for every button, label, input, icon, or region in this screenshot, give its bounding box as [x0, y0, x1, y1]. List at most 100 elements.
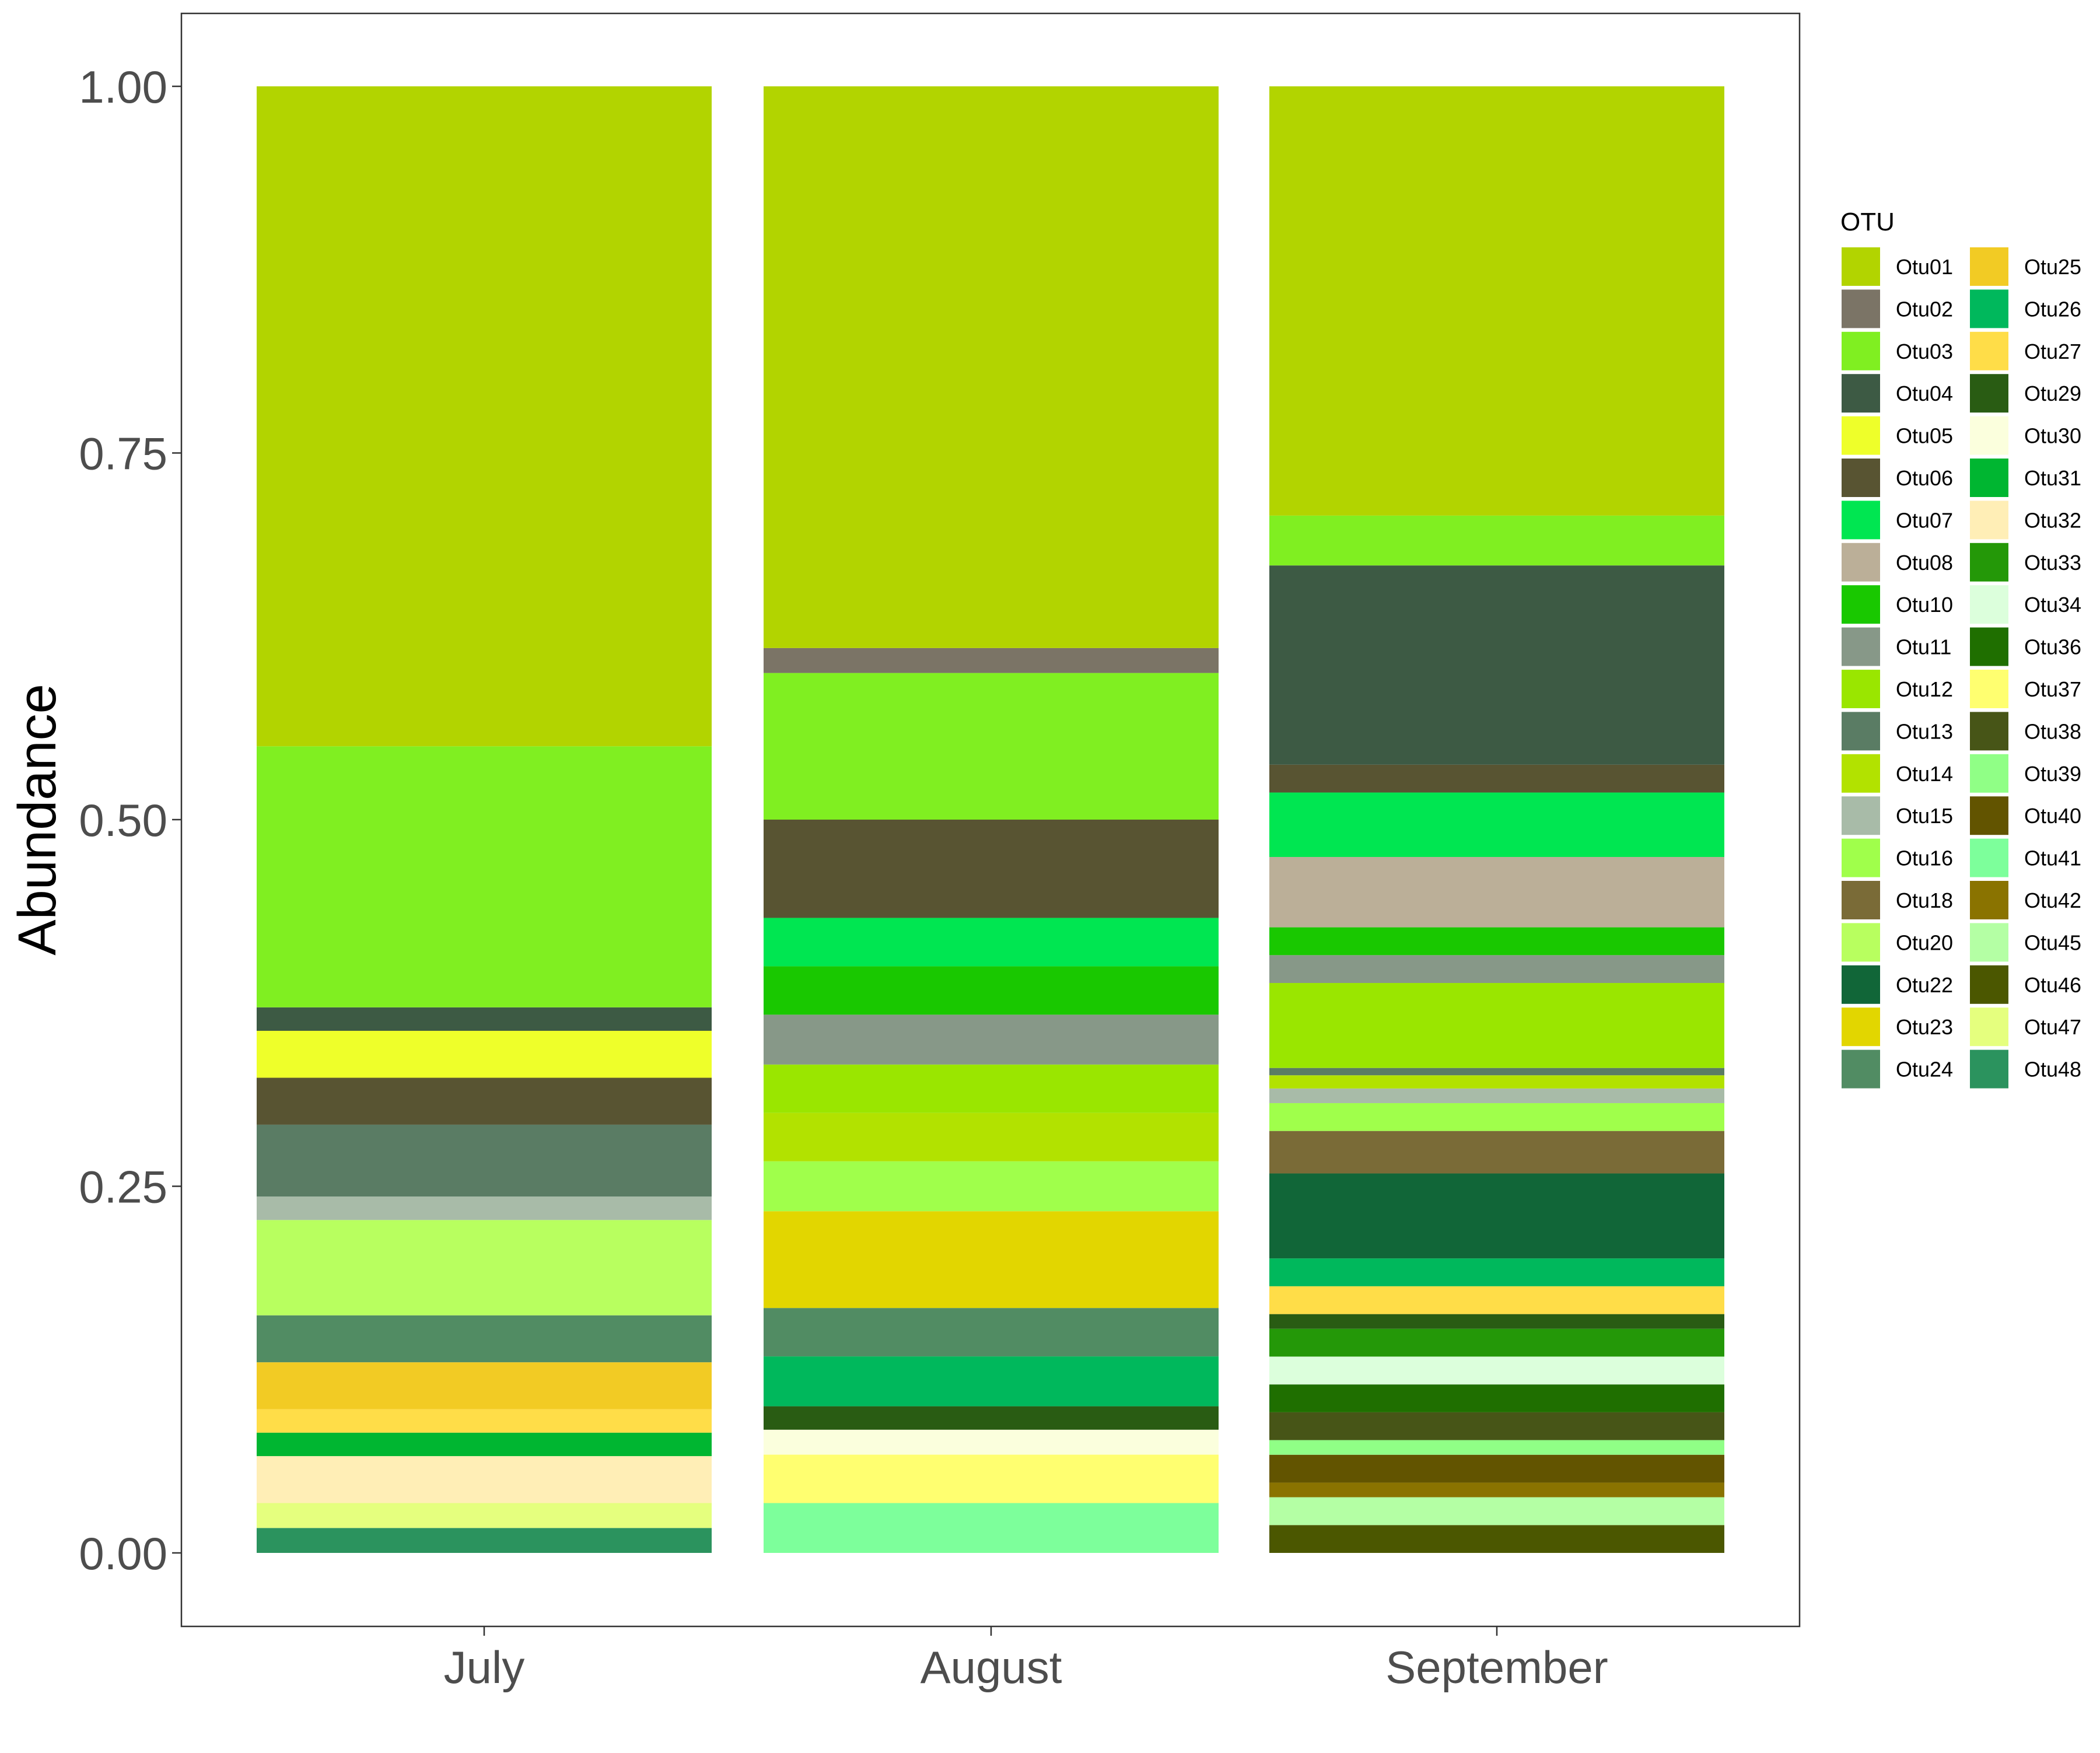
- legend-swatch: [1842, 712, 1880, 751]
- legend-swatch: [1842, 965, 1880, 1004]
- legend-label: Otu15: [1896, 804, 1953, 828]
- legend-label: Otu05: [1896, 424, 1953, 448]
- legend-item-otu03: Otu03: [1842, 331, 1953, 370]
- legend-item-otu45: Otu45: [1970, 923, 2081, 962]
- bar-segment-september-otu07: [1269, 792, 1724, 858]
- legend-item-otu34: Otu34: [1970, 585, 2081, 624]
- legend-item-otu47: Otu47: [1970, 1007, 2081, 1047]
- legend-label: Otu34: [2024, 593, 2081, 617]
- legend-item-otu39: Otu39: [1970, 754, 2081, 793]
- legend-item-otu32: Otu32: [1970, 501, 2081, 540]
- legend-label: Otu47: [2024, 1015, 2081, 1039]
- legend-item-otu15: Otu15: [1842, 796, 1953, 835]
- bar-segment-august-otu24: [764, 1308, 1219, 1357]
- legend-label: Otu42: [2024, 888, 2081, 912]
- legend-item-otu23: Otu23: [1842, 1007, 1953, 1047]
- legend-item-otu08: Otu08: [1842, 543, 1953, 582]
- legend-item-otu29: Otu29: [1970, 374, 2081, 413]
- legend-swatch: [1970, 1007, 2008, 1047]
- bar-segment-september-otu39: [1269, 1440, 1724, 1455]
- legend-item-otu38: Otu38: [1970, 712, 2081, 751]
- legend-swatch: [1970, 416, 2008, 455]
- legend-label: Otu27: [2024, 340, 2081, 363]
- bar-segment-august-otu37: [764, 1454, 1219, 1503]
- legend-label: Otu24: [1896, 1058, 1953, 1082]
- bar-segment-september-otu13: [1269, 1068, 1724, 1076]
- legend-item-otu13: Otu13: [1842, 712, 1953, 751]
- legend-item-otu42: Otu42: [1970, 881, 2081, 919]
- bar-segment-september-otu11: [1269, 955, 1724, 984]
- bar-segment-september-otu40: [1269, 1454, 1724, 1483]
- bars-layer: [257, 86, 1724, 1553]
- bar-segment-july-otu13: [257, 1124, 712, 1197]
- bar-segment-september-otu12: [1269, 983, 1724, 1068]
- legend-item-otu41: Otu41: [1970, 838, 2081, 877]
- legend-label: Otu29: [2024, 382, 2081, 405]
- legend-item-otu30: Otu30: [1970, 416, 2081, 455]
- y-tick-label: 0.75: [79, 428, 167, 480]
- legend-label: Otu11: [1896, 635, 1951, 659]
- bar-segment-september-otu16: [1269, 1103, 1724, 1131]
- legend-label: Otu41: [2024, 846, 2081, 870]
- legend-swatch: [1842, 1049, 1880, 1089]
- bar-segment-september-otu42: [1269, 1482, 1724, 1497]
- legend-item-otu20: Otu20: [1842, 923, 1953, 962]
- bar-segment-august-otu07: [764, 918, 1219, 967]
- legend-item-otu22: Otu22: [1842, 965, 1953, 1004]
- bar-segment-july-otu32: [257, 1456, 712, 1503]
- legend-item-otu40: Otu40: [1970, 796, 2081, 835]
- legend-label: Otu32: [2024, 508, 2081, 532]
- legend-item-otu37: Otu37: [1970, 670, 2081, 708]
- legend-swatch: [1970, 796, 2008, 835]
- legend-item-otu06: Otu06: [1842, 459, 1953, 497]
- legend-label: Otu39: [2024, 762, 2081, 786]
- legend-label: Otu46: [2024, 973, 2081, 997]
- legend-label: Otu45: [2024, 930, 2081, 954]
- bar-segment-july-otu27: [257, 1409, 712, 1433]
- legend-label: Otu23: [1896, 1015, 1953, 1039]
- legend-label: Otu22: [1896, 973, 1953, 997]
- legend-swatch: [1842, 838, 1880, 877]
- legend-swatch: [1842, 670, 1880, 708]
- bar-segment-august-otu06: [764, 820, 1219, 918]
- legend-label: Otu31: [2024, 466, 2081, 490]
- legend-label: Otu13: [1896, 719, 1953, 743]
- legend-item-otu11: Otu11: [1842, 627, 1951, 666]
- legend-swatch: [1970, 1049, 2008, 1089]
- legend-label: Otu25: [2024, 255, 2081, 279]
- legend-label: Otu37: [2024, 677, 2081, 701]
- legend-label: Otu04: [1896, 382, 1953, 405]
- bar-segment-september-otu45: [1269, 1497, 1724, 1525]
- bar-segment-september-otu26: [1269, 1258, 1724, 1286]
- legend-swatch: [1842, 627, 1880, 666]
- legend-label: Otu48: [2024, 1058, 2081, 1082]
- bar-segment-september-otu46: [1269, 1525, 1724, 1553]
- bar-segment-september-otu18: [1269, 1131, 1724, 1174]
- legend-item-otu16: Otu16: [1842, 838, 1953, 877]
- legend-item-otu48: Otu48: [1970, 1049, 2081, 1089]
- y-tick-label: 0.25: [79, 1161, 167, 1213]
- bar-segment-july-otu06: [257, 1077, 712, 1125]
- bar-segment-september-otu27: [1269, 1286, 1724, 1314]
- legend-item-otu14: Otu14: [1842, 754, 1953, 793]
- legend-label: Otu30: [2024, 424, 2081, 448]
- bar-segment-september-otu03: [1269, 515, 1724, 566]
- bar-segment-july-otu48: [257, 1528, 712, 1553]
- legend-label: Otu26: [2024, 297, 2081, 321]
- legend-label: Otu40: [2024, 804, 2081, 828]
- bar-segment-august-otu03: [764, 673, 1219, 820]
- bar-segment-september-otu01: [1269, 86, 1724, 516]
- legend-item-otu07: Otu07: [1842, 501, 1953, 540]
- legend-item-otu27: Otu27: [1970, 331, 2081, 370]
- bar-segment-july-otu20: [257, 1220, 712, 1315]
- legend-swatch: [1970, 881, 2008, 919]
- y-tick-label: 0.00: [79, 1528, 167, 1579]
- legend-swatch: [1970, 923, 2008, 962]
- legend-label: Otu01: [1896, 255, 1953, 279]
- legend-label: Otu12: [1896, 677, 1953, 701]
- legend-label: Otu07: [1896, 508, 1953, 532]
- legend-label: Otu16: [1896, 846, 1953, 870]
- axes-layer: 0.00 0.25 0.50 0.75 1.00 July August September: [79, 61, 1608, 1693]
- legend-label: Otu06: [1896, 466, 1953, 490]
